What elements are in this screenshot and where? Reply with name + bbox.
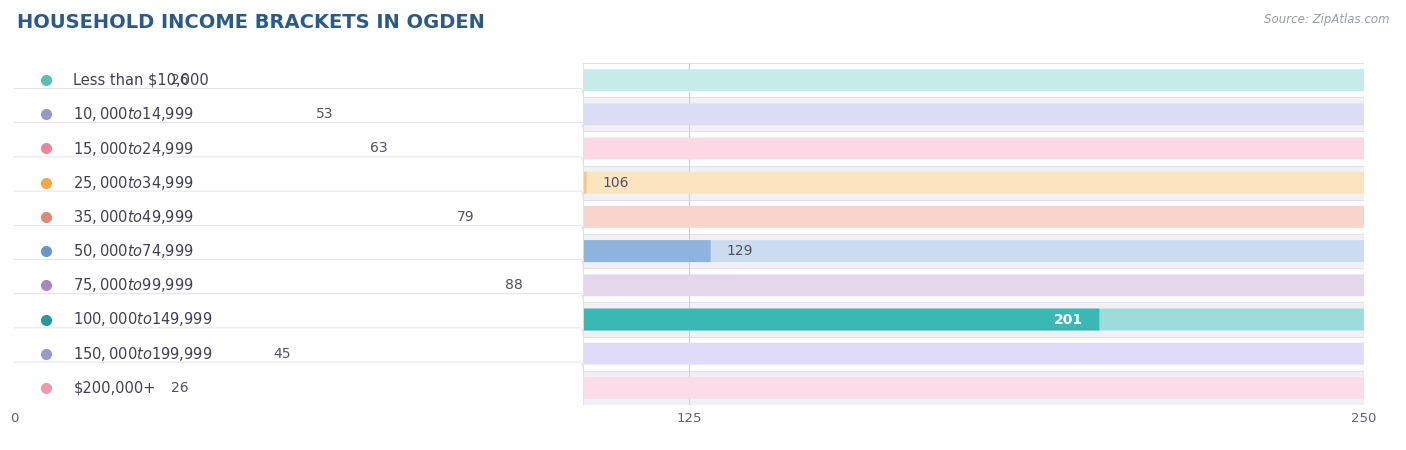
Text: 201: 201 (1054, 312, 1083, 327)
Bar (14, 97, 1364, 131)
FancyBboxPatch shape (14, 377, 1364, 399)
FancyBboxPatch shape (11, 260, 583, 311)
Text: $50,000 to $74,999: $50,000 to $74,999 (73, 242, 194, 260)
FancyBboxPatch shape (14, 240, 710, 262)
FancyBboxPatch shape (11, 54, 583, 106)
FancyBboxPatch shape (11, 225, 583, 277)
Bar (14, 131, 1364, 166)
FancyBboxPatch shape (14, 343, 1364, 364)
FancyBboxPatch shape (14, 172, 1364, 194)
FancyBboxPatch shape (14, 274, 1364, 296)
Bar (14, 268, 1364, 302)
FancyBboxPatch shape (14, 309, 1099, 330)
FancyBboxPatch shape (14, 104, 1364, 125)
Text: $35,000 to $49,999: $35,000 to $49,999 (73, 208, 194, 226)
Bar (14, 63, 1364, 97)
Text: Less than $10,000: Less than $10,000 (73, 72, 209, 88)
FancyBboxPatch shape (11, 328, 583, 379)
FancyBboxPatch shape (14, 69, 1364, 91)
FancyBboxPatch shape (14, 104, 301, 125)
Text: Source: ZipAtlas.com: Source: ZipAtlas.com (1264, 14, 1389, 27)
FancyBboxPatch shape (11, 157, 583, 208)
Text: 26: 26 (170, 73, 188, 87)
FancyBboxPatch shape (11, 294, 583, 345)
FancyBboxPatch shape (11, 191, 583, 243)
Text: 45: 45 (273, 346, 291, 361)
FancyBboxPatch shape (14, 343, 257, 364)
Text: 88: 88 (505, 278, 523, 293)
FancyBboxPatch shape (11, 123, 583, 174)
FancyBboxPatch shape (11, 362, 583, 414)
FancyBboxPatch shape (14, 172, 586, 194)
Bar (14, 337, 1364, 371)
Text: 79: 79 (457, 210, 474, 224)
Text: $200,000+: $200,000+ (73, 380, 156, 396)
Text: $15,000 to $24,999: $15,000 to $24,999 (73, 140, 194, 158)
Bar (14, 302, 1364, 337)
Text: $10,000 to $14,999: $10,000 to $14,999 (73, 105, 194, 123)
FancyBboxPatch shape (14, 138, 354, 159)
Text: HOUSEHOLD INCOME BRACKETS IN OGDEN: HOUSEHOLD INCOME BRACKETS IN OGDEN (17, 14, 485, 32)
Bar (14, 234, 1364, 268)
Text: 53: 53 (316, 107, 333, 122)
Bar (14, 200, 1364, 234)
Text: $100,000 to $149,999: $100,000 to $149,999 (73, 310, 212, 328)
Text: 106: 106 (603, 176, 628, 190)
FancyBboxPatch shape (14, 206, 1364, 228)
Text: 63: 63 (370, 141, 388, 156)
Text: 26: 26 (170, 381, 188, 395)
FancyBboxPatch shape (14, 138, 1364, 159)
Text: $75,000 to $99,999: $75,000 to $99,999 (73, 276, 194, 294)
FancyBboxPatch shape (14, 309, 1364, 330)
FancyBboxPatch shape (11, 89, 583, 140)
FancyBboxPatch shape (14, 240, 1364, 262)
Text: $150,000 to $199,999: $150,000 to $199,999 (73, 345, 212, 363)
FancyBboxPatch shape (14, 69, 155, 91)
Text: $25,000 to $34,999: $25,000 to $34,999 (73, 174, 194, 192)
Text: 129: 129 (727, 244, 754, 258)
FancyBboxPatch shape (14, 274, 489, 296)
FancyBboxPatch shape (14, 206, 440, 228)
Bar (14, 166, 1364, 200)
Bar (14, 371, 1364, 405)
FancyBboxPatch shape (14, 377, 155, 399)
